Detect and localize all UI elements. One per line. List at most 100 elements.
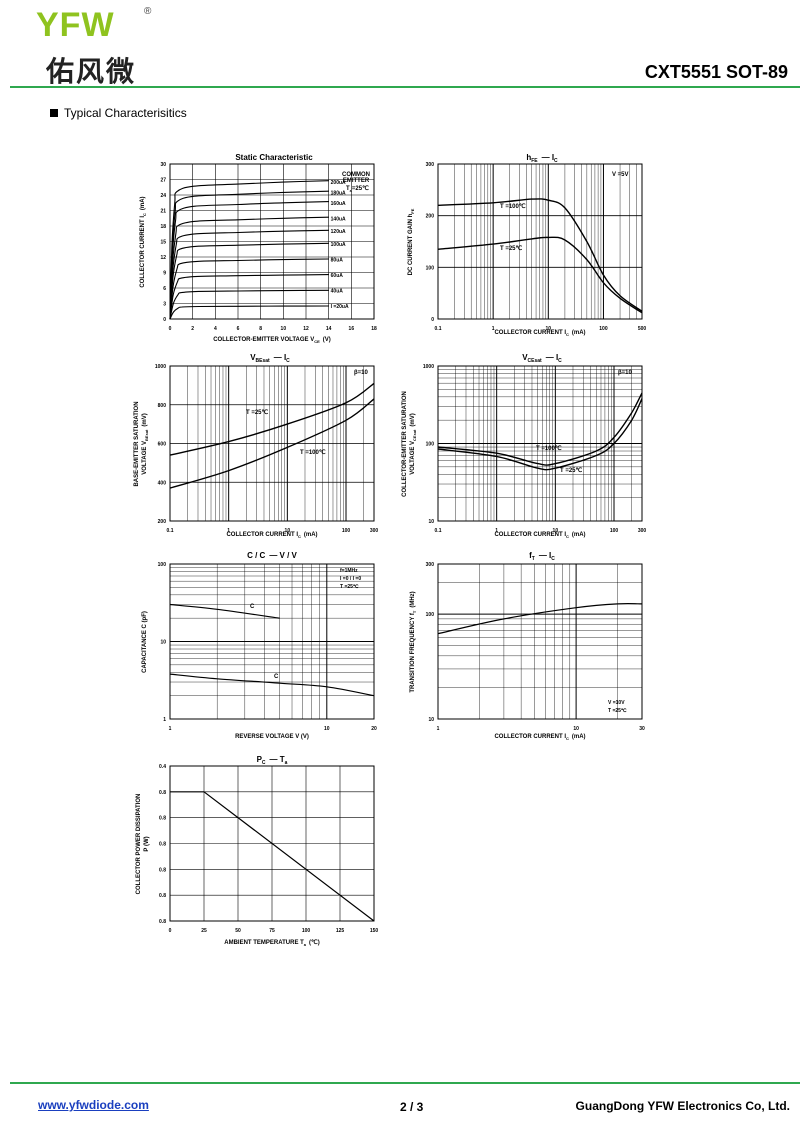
y-tick-label: 1 <box>163 717 166 723</box>
series-line <box>169 382 375 456</box>
x-tick-label: 125 <box>336 928 345 934</box>
curve-label: 140uA <box>331 216 346 222</box>
series-line <box>169 305 329 320</box>
series-line <box>437 236 643 314</box>
note-current: I =0 / I =0 <box>340 576 361 582</box>
plot-area <box>437 563 643 720</box>
bullet-square-icon <box>50 109 58 117</box>
series-line <box>169 603 280 619</box>
x-tick-label: 1 <box>227 528 230 534</box>
note-temp: T =25℃ <box>340 583 359 590</box>
note-temp: Ta=25℃ <box>346 185 369 193</box>
y-tick-label: 0 <box>431 317 434 323</box>
y-tick-label: 100 <box>426 442 435 448</box>
y-tick-label: 100 <box>426 612 435 618</box>
series-line <box>169 242 329 320</box>
curve-label: 180uA <box>331 190 346 196</box>
x-tick-label: 10 <box>285 528 291 534</box>
y-tick-label: 12 <box>160 255 166 261</box>
note-emitter: EMITTER <box>343 178 370 184</box>
note-vce: V =10V <box>608 700 625 706</box>
y-tick-label: 100 <box>158 562 167 568</box>
y-axis-label-2: P (W) <box>144 836 150 851</box>
chart-title: VBEsat — IC <box>250 353 290 364</box>
y-tick-label: 6 <box>163 286 166 292</box>
y-axis-label: TRANSITION FREQUENCY fT(MHz) <box>410 591 417 692</box>
label-100c: T =100℃ <box>500 203 526 210</box>
x-tick-label: 100 <box>302 928 311 934</box>
y-tick-label: 600 <box>158 442 167 448</box>
chart-title: C / C — V / V <box>247 551 297 560</box>
curve-label: 80uA <box>331 258 344 264</box>
x-tick-label: 8 <box>259 326 262 332</box>
x-tick-label: 18 <box>371 326 377 332</box>
website-link[interactable]: www.yfwdiode.com <box>38 1098 149 1112</box>
label-25c: T =25℃ <box>560 467 583 474</box>
y-tick-label: 15 <box>160 240 166 246</box>
note-vce: V =5V <box>612 172 629 178</box>
curve-label: 40uA <box>331 289 344 295</box>
x-tick-label: 25 <box>201 928 207 934</box>
x-tick-label: 10 <box>553 528 559 534</box>
x-axis-label: COLLECTOR CURRENT IC (mA) <box>494 532 585 539</box>
x-axis-label: REVERSE VOLTAGE V (V) <box>235 734 309 740</box>
x-axis-label: COLLECTOR-EMITTER VOLTAGE VCE (V) <box>213 337 331 344</box>
label-100c: T =100℃ <box>300 449 326 456</box>
y-tick-label: 800 <box>158 403 167 409</box>
x-tick-label: 300 <box>638 528 647 534</box>
note-common: COMMON <box>342 172 370 178</box>
series-line <box>437 603 643 635</box>
chart-vcesat-ic: VCEsat — IC 0.1 1 10 100 300 1000 100 10 COLLEC… <box>402 353 647 539</box>
x-tick-label: 150 <box>370 928 379 934</box>
y-axis-label-1: COLLECTOR POWER DISSIPATION <box>136 794 142 895</box>
series-line <box>169 673 375 697</box>
series-line <box>437 198 643 312</box>
x-tick-label: 100 <box>342 528 351 534</box>
x-axis-label: COLLECTOR CURRENT IC (mA) <box>226 532 317 539</box>
x-tick-label: 75 <box>269 928 275 934</box>
y-tick-label: 0.8 <box>159 867 166 873</box>
curve-label: I =20uA <box>331 304 349 310</box>
label-cob: C <box>274 674 279 680</box>
y-axis-label-1: BASE-EMITTER SATURATION <box>134 401 140 486</box>
y-axis-label: DC CURRENT GAIN hFE <box>408 208 415 275</box>
chart-title: fT — IC <box>529 551 555 562</box>
x-tick-label: 300 <box>370 528 379 534</box>
y-tick-label: 0.8 <box>159 816 166 822</box>
y-tick-label: 10 <box>428 717 434 723</box>
x-tick-label: 0 <box>169 928 172 934</box>
y-tick-label: 0.4 <box>159 764 166 770</box>
page-header: YFW ® 佑风微 CXT5551 SOT-89 <box>0 0 800 90</box>
series-line <box>169 201 329 320</box>
footer-divider <box>10 1082 800 1084</box>
series-line <box>169 180 329 320</box>
y-axis-label-2: VOLTAGE VBEsat(mV) <box>142 413 149 474</box>
x-tick-label: 0.1 <box>167 528 174 534</box>
x-tick-label: 1 <box>169 726 172 732</box>
chart-title: hFE — IC <box>526 153 558 164</box>
y-tick-label: 24 <box>160 193 166 199</box>
y-tick-label: 27 <box>160 178 166 184</box>
part-number: CXT5551 SOT-89 <box>644 62 788 82</box>
x-axis-label: COLLECTOR CURRENT IC (mA) <box>494 330 585 337</box>
x-tick-label: 10 <box>324 726 330 732</box>
x-tick-label: 1 <box>437 726 440 732</box>
x-tick-label: 6 <box>237 326 240 332</box>
x-tick-label: 1 <box>495 528 498 534</box>
curve-label: 200uA <box>331 180 346 186</box>
x-tick-label: 16 <box>349 326 355 332</box>
label-cib: C <box>250 604 255 610</box>
x-tick-label: 50 <box>235 928 241 934</box>
y-tick-label: 100 <box>426 265 435 271</box>
plot-area <box>169 563 375 720</box>
plot-area <box>169 365 375 522</box>
x-tick-label: 4 <box>214 326 217 332</box>
chart-title: Static Characteristic <box>235 153 313 162</box>
x-tick-label: 30 <box>639 726 645 732</box>
curve-label: 60uA <box>331 273 344 279</box>
curve-label: 100uA <box>331 242 346 248</box>
x-tick-label: 100 <box>610 528 619 534</box>
x-axis-label: AMBIENT TEMPERATURE Ta (℃) <box>224 939 320 947</box>
plot-area <box>169 163 375 320</box>
